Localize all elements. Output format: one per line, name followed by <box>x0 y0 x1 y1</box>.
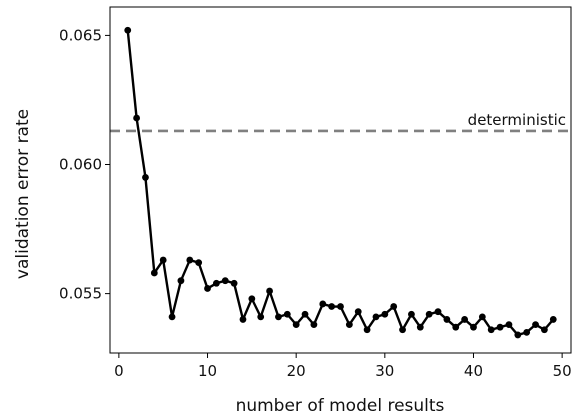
data-point <box>461 316 469 323</box>
data-point <box>230 279 238 287</box>
data-point <box>541 326 548 334</box>
data-point <box>319 300 327 308</box>
x-tick-label: 30 <box>375 362 394 380</box>
data-point <box>292 321 300 328</box>
data-point <box>399 326 406 334</box>
data-point <box>425 310 433 318</box>
data-point <box>239 316 247 323</box>
data-point <box>142 174 149 181</box>
data-point <box>195 259 203 267</box>
reference-line-label: deterministic <box>468 111 566 129</box>
y-axis-label: validation error rate <box>13 109 33 279</box>
data-point <box>283 310 291 318</box>
data-point <box>257 313 265 321</box>
data-point <box>159 256 167 264</box>
data-point <box>275 313 282 321</box>
data-point <box>496 323 504 331</box>
x-tick-label: 20 <box>287 362 306 380</box>
data-point <box>363 326 371 334</box>
y-tick-label: 0.065 <box>59 26 102 44</box>
plot-frame <box>109 6 572 354</box>
data-point <box>372 313 380 321</box>
data-point <box>523 328 531 336</box>
x-tick-label: 10 <box>198 362 217 380</box>
data-point <box>354 308 362 316</box>
data-point <box>443 316 451 323</box>
plot-area: deterministic <box>110 26 571 339</box>
data-point <box>266 287 273 295</box>
x-tick-label: 0 <box>114 362 124 380</box>
x-axis-label: number of model results <box>236 396 445 416</box>
x-tick-label: 50 <box>553 362 572 380</box>
data-point <box>470 323 477 331</box>
y-tick-label: 0.060 <box>59 156 102 174</box>
data-point <box>168 313 176 321</box>
data-point <box>514 331 522 339</box>
data-point <box>416 323 424 331</box>
data-point <box>532 321 539 328</box>
data-point <box>212 279 220 287</box>
data-point <box>248 295 256 303</box>
data-point <box>150 269 158 277</box>
data-point <box>186 256 194 264</box>
data-point <box>337 303 344 310</box>
axes: 0 10 20 30 40 50 0.055 0.060 0.065 <box>59 6 572 380</box>
data-point <box>124 26 132 34</box>
data-point <box>487 326 495 334</box>
data-point <box>204 285 211 292</box>
data-point <box>328 303 336 310</box>
data-point <box>310 321 318 328</box>
data-point <box>478 313 486 321</box>
data-point <box>390 303 398 310</box>
data-point <box>301 310 309 318</box>
x-tick-label: 40 <box>464 362 483 380</box>
series-line <box>126 30 555 337</box>
y-tick-label: 0.055 <box>59 285 102 303</box>
data-point <box>221 277 229 285</box>
data-point <box>177 277 185 285</box>
data-point <box>381 310 389 318</box>
data-point <box>345 321 353 328</box>
data-point <box>452 323 460 331</box>
data-point <box>549 316 557 323</box>
data-point <box>505 321 513 328</box>
data-point <box>133 114 140 122</box>
data-point <box>434 308 442 316</box>
data-point <box>408 310 415 318</box>
